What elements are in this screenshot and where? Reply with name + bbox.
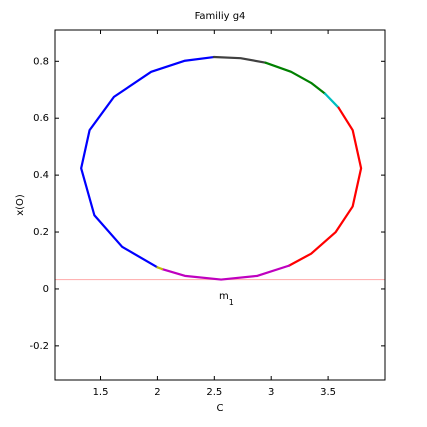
x-tick-label: 2.5 — [206, 387, 222, 398]
y-tick-label: -0.2 — [29, 341, 49, 352]
axes-box — [54, 29, 386, 381]
y-axis-label: x(O) — [15, 194, 26, 216]
x-tick-label: 3.5 — [320, 387, 336, 398]
y-tick-label: 0.4 — [33, 170, 49, 181]
chart-title: Familiy g4 — [195, 11, 246, 22]
x-tick-label: 1.5 — [93, 387, 109, 398]
y-tick-label: 0.6 — [33, 113, 49, 124]
curve-segment — [324, 92, 340, 109]
y-tick-label: 0 — [43, 284, 49, 295]
x-tick-label: 2 — [154, 387, 160, 398]
curve-segment — [264, 61, 327, 95]
curve-segment — [212, 55, 267, 64]
y-tick-label: 0.2 — [33, 227, 49, 238]
annotation-subscript: 1 — [229, 298, 234, 307]
plot-area — [55, 30, 385, 380]
annotation: m1 — [219, 291, 234, 307]
y-tick-label: 0.8 — [33, 56, 49, 67]
curve-segment — [80, 55, 215, 269]
x-tick-label: 3 — [268, 387, 274, 398]
curve-segment — [156, 266, 164, 271]
x-axis-label: C — [217, 403, 224, 414]
curve-segment — [160, 264, 291, 281]
curve-segment — [287, 106, 363, 267]
annotation-text: m — [219, 291, 229, 302]
